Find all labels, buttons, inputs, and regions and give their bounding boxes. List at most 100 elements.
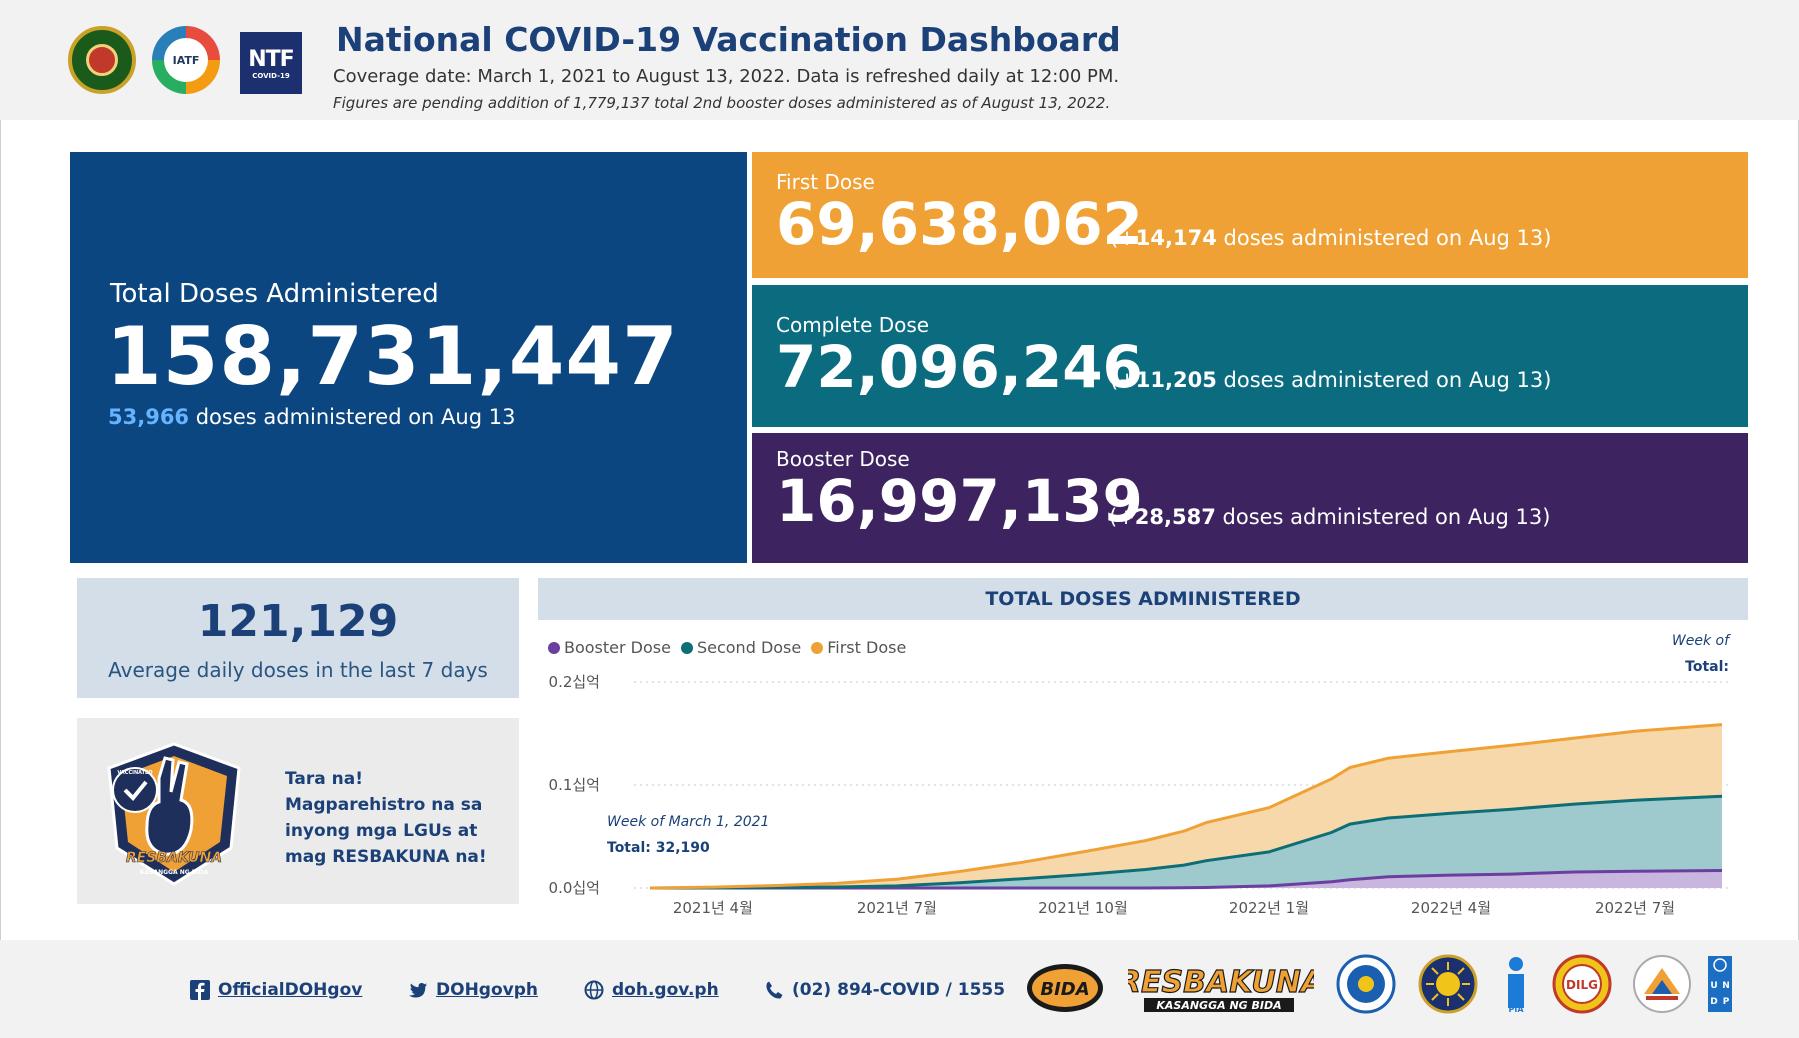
ntf-logo-subtext: COVID-19 [252,71,290,80]
chart-tooltip-week: Week of March 1, 2021 [607,814,770,830]
promo-text: Tara na! Magparehistro na sa inyong mga … [285,769,487,867]
header: IATF NTF COVID-19 National COVID-19 Vacc… [0,0,1799,120]
ntf-logo: NTF COVID-19 [240,32,302,94]
coverage-text: Coverage date: March 1, 2021 to August 1… [333,66,1120,87]
doh-seal-logo [68,26,136,94]
total-doses-label: Total Doses Administered [110,279,439,309]
bida-logo-text: BIDA [1040,979,1089,1000]
twitter-icon [409,983,427,998]
badge-brand-text: RESBAKUNA [126,850,222,866]
legend-item-booster[interactable]: Booster Dose [548,638,671,657]
globe-icon [584,980,604,1000]
complete-dose-delta-value: 11,205 [1135,368,1217,392]
first-dose-delta: (+14,174 doses administered on Aug 13) [1110,226,1551,250]
dilg-logo-text: DILG [1566,978,1598,992]
doh-seal-center [86,44,118,76]
pcoo-seal-logo [1336,954,1396,1014]
booster-dose-delta-text: doses administered on Aug 13) [1215,505,1551,529]
booster-dose-label: Booster Dose [776,447,910,471]
pia-logo: PIA [1508,957,1524,1014]
facebook-icon [190,980,210,1000]
booster-dose-value: 16,997,139 [776,467,1143,535]
website-url: doh.gov.ph [612,980,719,1000]
neda-logo [1633,955,1691,1013]
x-tick-label: 2021년 4월 [673,899,753,917]
presidential-seal-logo [1418,954,1478,1014]
booster-dose-delta-value: 28,587 [1134,505,1216,529]
legend-item-first[interactable]: First Dose [811,638,906,657]
pia-logo-text: PIA [1508,1005,1524,1014]
iatf-logo: IATF [152,26,220,94]
area-second-dose [650,796,1723,888]
pending-note: Figures are pending addition of 1,779,13… [333,94,1111,112]
y-tick-label: 0.0십억 [549,879,600,897]
average-daily-label: Average daily doses in the last 7 days [108,658,488,682]
y-tick-label: 0.2십억 [549,673,600,691]
y-tick-label: 0.1십억 [549,776,600,794]
legend-item-second[interactable]: Second Dose [680,638,802,657]
chart-title: TOTAL DOSES ADMINISTERED [538,578,1748,620]
average-daily-value: 121,129 [197,596,399,647]
total-doses-value: 158,731,447 [106,310,679,403]
total-doses-delta-text: doses administered on Aug 13 [189,405,516,429]
footer: OfficialDOHgov DOHgovph doh.gov.ph (02) … [0,940,1799,1038]
legend-label-booster: Booster Dose [564,638,671,657]
x-tick-label: 2021년 10월 [1038,899,1128,917]
facebook-link[interactable]: OfficialDOHgov [190,980,362,1000]
complete-dose-value: 72,096,246 [776,333,1143,401]
vaccinated-badge-icon: RESBAKUNA KASANGGA NG BIDA VACCINATED [107,742,241,886]
booster-dose-card: Booster Dose 16,997,139 (+28,587 doses a… [752,433,1748,563]
x-tick-label: 2022년 4월 [1411,899,1491,917]
x-tick-label: 2022년 7월 [1595,899,1675,917]
x-tick-label: 2022년 1월 [1229,899,1309,917]
bida-logo: BIDA [1027,964,1103,1012]
legend-dot-first [811,641,824,654]
total-doses-area-chart[interactable]: 0.0십억 0.1십억 0.2십억 2021년 4월 2021년 7월 2021년 10월… [538,630,1758,930]
page-title: National COVID-19 Vaccination Dashboard [336,20,1121,59]
total-doses-delta: 53,966 doses administered on Aug 13 [108,405,515,429]
undp-p: P [1723,997,1730,1007]
first-dose-delta-value: 14,174 [1135,226,1217,250]
facebook-handle: OfficialDOHgov [218,980,363,1000]
line-first-dose [650,723,1723,890]
chart-tooltip-total: Total: 32,190 [607,840,710,856]
first-dose-delta-text: doses administered on Aug 13) [1216,226,1552,250]
dilg-logo: DILG [1552,954,1612,1014]
booster-dose-delta: (+28,587 doses administered on Aug 13) [1109,505,1550,529]
chart-tooltip-right-total: Total: [1685,659,1729,675]
complete-dose-delta: (+11,205 doses administered on Aug 13) [1110,368,1551,392]
ntf-logo-text: NTF [248,46,294,72]
line-second-dose [650,794,1723,890]
booster-dose-delta-prefix: (+ [1109,505,1135,529]
average-daily-panel: 121,129 Average daily doses in the last … [77,578,519,698]
resbakuna-logo: RESBAKUNA KASANGGA NG BIDA [1128,964,1314,1012]
phone-number: (02) 894-COVID / 1555 [792,980,1006,1000]
area-first-dose [650,724,1723,888]
website-link[interactable]: doh.gov.ph [584,980,719,1000]
resbakuna-promo: RESBAKUNA KASANGGA NG BIDA VACCINATED Ta… [77,718,519,904]
x-tick-label: 2021년 7월 [857,899,937,917]
chart-legend: Booster Dose Second Dose First Dose [548,638,906,657]
area-booster-dose [650,870,1723,888]
legend-label-second: Second Dose [696,638,802,657]
undp-logo: U N D P [1708,956,1732,1012]
twitter-link[interactable]: DOHgovph [408,980,538,1000]
first-dose-card: First Dose 69,638,062 (+14,174 doses adm… [752,152,1748,278]
chart-tooltip-right-week: Week of [1671,633,1729,649]
badge-top-text: VACCINATED [117,770,152,776]
undp-u: U [1710,981,1717,991]
complete-dose-card: Complete Dose 72,096,246 (+11,205 doses … [752,285,1748,427]
badge-sub-text: KASANGGA NG BIDA [140,869,209,876]
total-doses-card: Total Doses Administered 158,731,447 53,… [70,152,747,563]
complete-dose-label: Complete Dose [776,313,930,337]
undp-n: N [1722,981,1730,991]
legend-dot-booster [548,641,560,654]
phone-icon [766,981,783,999]
phone-link[interactable]: (02) 894-COVID / 1555 [764,980,1005,1000]
total-doses-delta-value: 53,966 [108,405,190,429]
first-dose-delta-prefix: (+ [1110,226,1136,250]
first-dose-value: 69,638,062 [776,190,1143,258]
twitter-handle: DOHgovph [436,980,538,1000]
legend-label-first: First Dose [827,638,907,657]
resbakuna-logo-text: RESBAKUNA [1128,965,1314,1000]
